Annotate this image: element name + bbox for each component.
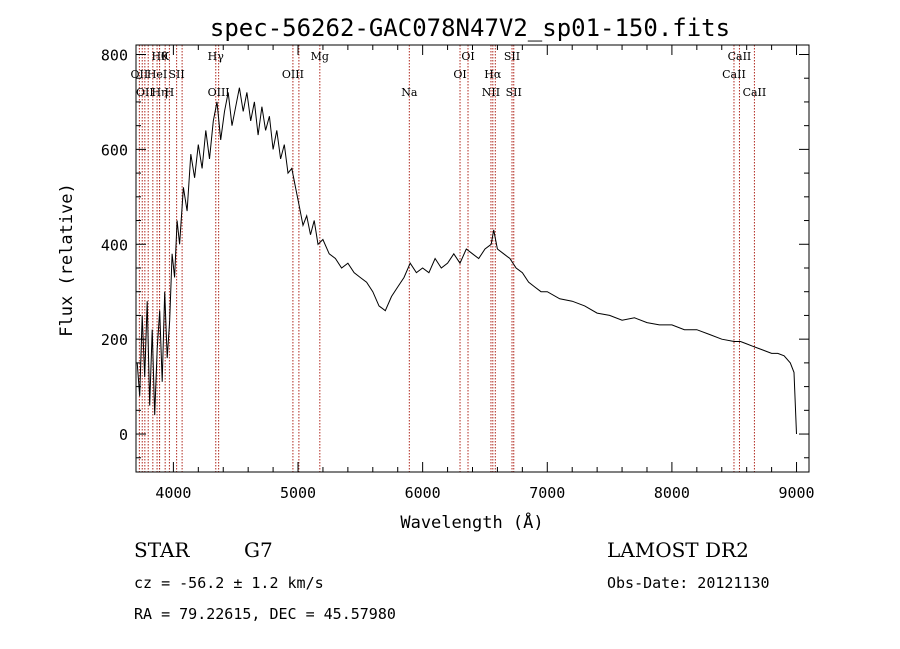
line-label-5: HeI	[147, 68, 167, 81]
y-axis-ticks: 0 200 400 600 800	[101, 46, 809, 459]
class-label: STAR	[134, 538, 190, 562]
x-tick-label-5000: 5000	[280, 484, 316, 502]
line-label-19: OI	[461, 50, 474, 63]
line-label-6: Hη	[151, 86, 167, 99]
chart-title: spec-56262-GAC078N47V2_sp01-150.fits	[210, 14, 730, 42]
line-label-18: OI	[453, 68, 466, 81]
line-label-14: OIII	[282, 68, 304, 81]
survey-label: LAMOST DR2	[607, 538, 749, 562]
coordinates-text: RA = 79.22615, DEC = 45.57980	[134, 605, 396, 623]
line-label-17: Na	[401, 86, 418, 99]
obs-date-text: Obs-Date: 20121130	[607, 574, 770, 592]
x-tick-label-7000: 7000	[529, 484, 565, 502]
x-axis-ticks: 4000 5000 6000 7000 8000 9000	[155, 45, 815, 502]
x-tick-label-8000: 8000	[654, 484, 690, 502]
line-label-24: SII	[506, 86, 522, 99]
y-axis-label: Flux (relative)	[57, 183, 77, 337]
line-label-7: Hθ	[151, 50, 168, 63]
line-label-23: SII	[504, 50, 520, 63]
line-label-8: K	[161, 50, 170, 63]
x-tick-label-4000: 4000	[155, 484, 191, 502]
subclass-label: G7	[244, 538, 273, 562]
line-label-25: CaII	[722, 68, 746, 81]
line-label-10: SII	[169, 68, 185, 81]
line-label-16: Mg	[311, 50, 329, 63]
y-tick-label-400: 400	[101, 236, 128, 254]
spectrum-line	[136, 87, 797, 435]
plot-axes	[135, 44, 810, 473]
line-label-0: OII	[131, 68, 149, 81]
spectrum-series	[136, 87, 797, 435]
x-tick-label-6000: 6000	[405, 484, 441, 502]
line-label-9: H	[165, 86, 175, 99]
line-label-20: NII	[482, 86, 500, 99]
line-label-27: CaII	[743, 86, 767, 99]
y-tick-label-600: 600	[101, 141, 128, 159]
line-label-13: OIII	[208, 86, 230, 99]
line-label-2: OII	[136, 86, 154, 99]
line-markers	[138, 45, 755, 472]
line-labels: OIIOIIHeIHηHθKHSIIHγOIIIOIIIMgNaOIOINIIH…	[131, 50, 767, 99]
line-label-26: CaII	[728, 50, 752, 63]
y-tick-label-200: 200	[101, 331, 128, 349]
x-tick-label-9000: 9000	[778, 484, 814, 502]
x-axis-label: Wavelength (Å)	[400, 511, 543, 533]
line-label-12: Hγ	[208, 50, 225, 63]
y-tick-label-800: 800	[101, 46, 128, 64]
line-label-21: Hα	[484, 68, 502, 81]
redshift-text: cz = -56.2 ± 1.2 km/s	[134, 574, 324, 592]
plot-frame	[135, 44, 810, 473]
y-tick-label-0: 0	[119, 426, 128, 444]
